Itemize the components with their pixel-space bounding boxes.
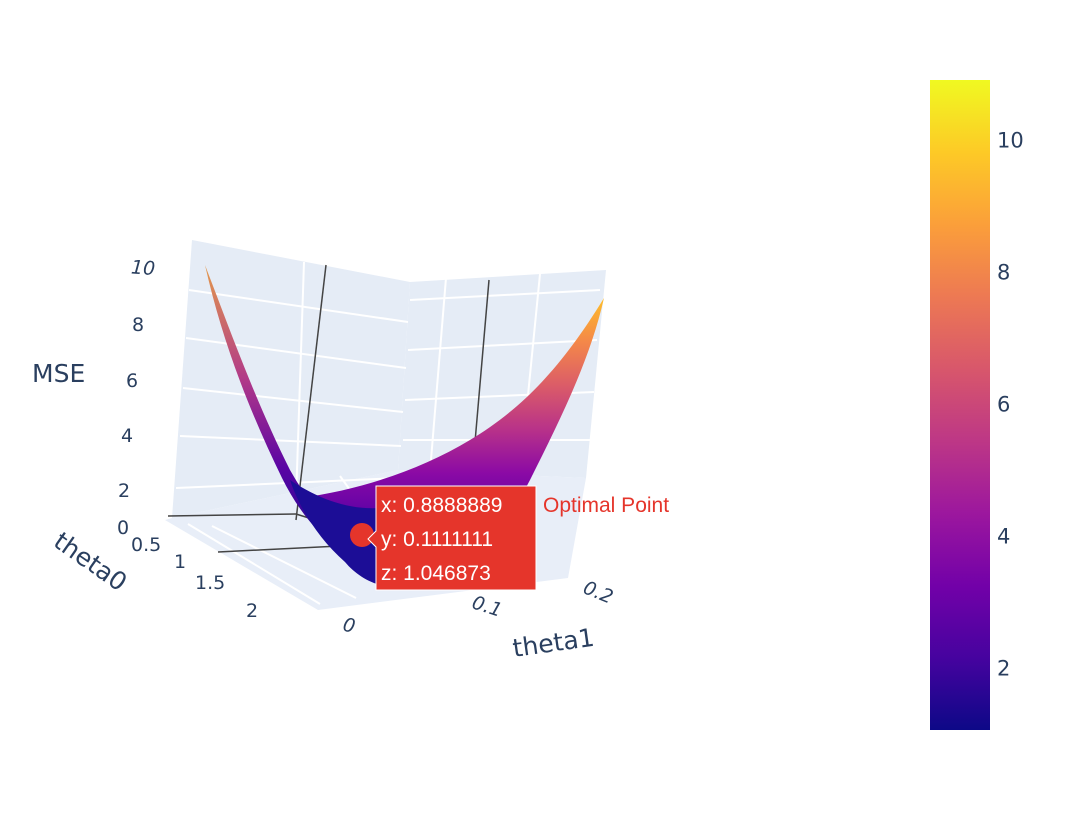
colorbar-tick-label: 6 (997, 392, 1010, 416)
colorbar-tick-label: 8 (997, 260, 1010, 284)
y-tick-0: 0 (341, 614, 357, 638)
colorbar-tick-label: 4 (997, 524, 1010, 548)
z-tick-4: 4 (121, 425, 133, 447)
colorbar-ticks: 2 4 6 8 10 (997, 128, 1024, 680)
y-axis-title: theta1 (511, 623, 596, 663)
z-axis-title: MSE (32, 359, 85, 388)
z-tick-0: 0 (117, 517, 129, 539)
colorbar-gradient (930, 80, 990, 730)
hover-z: z: 1.046873 (381, 562, 491, 585)
y-tick-0-1: 0.1 (469, 592, 505, 622)
colorbar: 2 4 6 8 10 (930, 80, 1024, 730)
x-tick-1: 1 (174, 551, 186, 573)
hover-y: y: 0.1111111 (381, 528, 493, 551)
y-tick-0-2: 0.2 (580, 577, 616, 609)
colorbar-tick-label: 2 (997, 656, 1010, 680)
x-tick-1-5: 1.5 (195, 572, 225, 594)
x-tick-2: 2 (246, 600, 258, 622)
back-wall-left (172, 240, 410, 518)
hover-label: x: 0.8888889 y: 0.1111111 z: 1.046873 Op… (367, 485, 669, 591)
z-axis: MSE 0 2 4 6 8 10 (32, 256, 156, 539)
hover-box (367, 485, 537, 591)
hover-x: x: 0.8888889 (381, 494, 502, 517)
optimal-point-marker[interactable] (350, 523, 374, 547)
colorbar-tick-label: 10 (997, 128, 1024, 152)
z-tick-2: 2 (118, 480, 130, 502)
z-tick-8: 8 (132, 314, 144, 336)
x-tick-0-5: 0.5 (131, 534, 161, 556)
optimal-point[interactable] (350, 523, 374, 547)
hover-trace-name: Optimal Point (543, 494, 669, 517)
z-tick-6: 6 (126, 370, 138, 392)
z-tick-10: 10 (130, 256, 156, 280)
